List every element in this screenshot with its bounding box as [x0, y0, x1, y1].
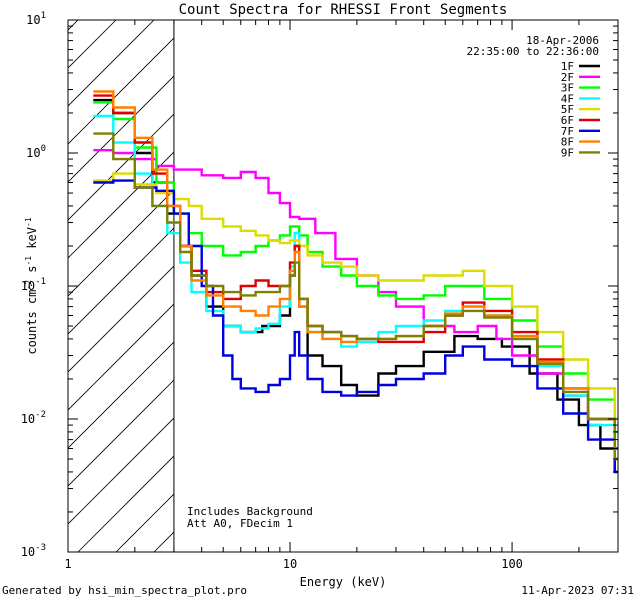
y-axis-label-mid: s — [25, 266, 39, 280]
footer-timestamp: 11-Apr-2023 07:31 — [521, 584, 634, 597]
x-tick-label: 10 — [283, 557, 297, 571]
series-lines — [93, 90, 618, 474]
y-tick-label: 10-3 — [21, 543, 46, 559]
y-axis-label-main: counts cm — [25, 290, 39, 355]
legend-label-7F: 7F — [561, 125, 574, 138]
legend-label-9F: 9F — [561, 146, 574, 159]
legend-label-6F: 6F — [561, 114, 574, 127]
legend-label-4F: 4F — [561, 92, 574, 105]
series-2F-line — [93, 149, 618, 450]
y-tick-label: 10-1 — [21, 277, 46, 293]
x-tick-label: 100 — [501, 557, 523, 571]
hatch-line — [68, 189, 174, 297]
legend-label-5F: 5F — [561, 103, 574, 116]
x-tick-label: 1 — [64, 557, 71, 571]
y-axis-label-end: keV — [25, 227, 39, 256]
y-tick-label: 101 — [26, 11, 46, 27]
hatch-line — [68, 379, 174, 487]
y-axis-label-sup2: -1 — [24, 256, 33, 266]
series-4F-line — [93, 114, 618, 461]
footer-generated-by: Generated by hsi_min_spectra_plot.pro — [2, 584, 248, 597]
date-label: 18-Apr-2006 — [526, 34, 599, 47]
legend-label-8F: 8F — [561, 136, 574, 149]
series-1F-line — [93, 98, 618, 474]
y-tick-label: 100 — [26, 144, 46, 160]
hatch-line — [68, 75, 174, 183]
y-axis-label-sup3: -1 — [24, 217, 33, 227]
y-axis-label: counts cm-2 s-1 keV-1 — [24, 217, 39, 354]
series-7F-line — [93, 179, 618, 474]
legend-label-3F: 3F — [561, 82, 574, 95]
hatch-line — [68, 227, 174, 335]
axis-ticks: 1 10 100 10-3 10-2 10-1 100 101 — [21, 11, 619, 571]
hatch-line — [68, 417, 174, 525]
annotation-background: Includes Background — [187, 505, 313, 518]
y-tick-label: 10-2 — [21, 410, 46, 426]
series-5F-line — [93, 172, 618, 421]
hatch-line — [68, 265, 174, 373]
x-axis-label: Energy (keV) — [300, 575, 387, 589]
series-9F-line — [93, 132, 618, 461]
chart-title: Count Spectra for RHESSI Front Segments — [179, 2, 508, 18]
legend-label-2F: 2F — [561, 71, 574, 84]
hatch-line — [68, 37, 174, 145]
annotation-attenuator: Att A0, FDecim 1 — [187, 517, 293, 530]
legend-label-1F: 1F — [561, 60, 574, 73]
hatch-line — [77, 455, 174, 552]
y-axis-label-sup1: -2 — [24, 280, 33, 290]
time-range-label: 22:35:00 to 22:36:00 — [467, 45, 599, 58]
